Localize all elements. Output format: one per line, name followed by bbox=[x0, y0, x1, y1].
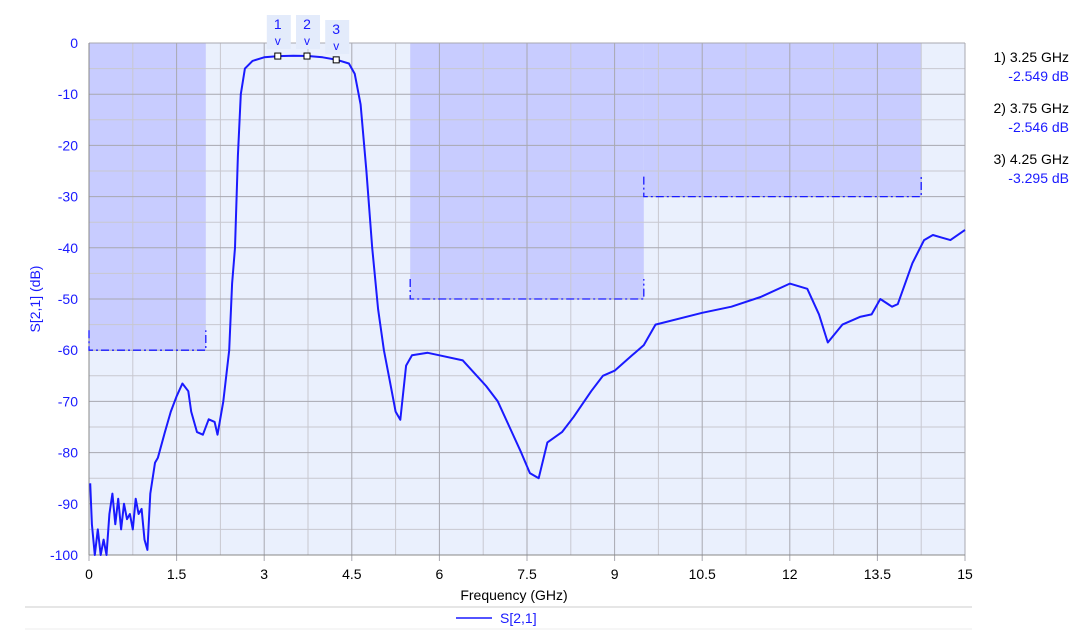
mask-limit-line-1 bbox=[409, 279, 645, 300]
y-tick-label: -90 bbox=[58, 496, 78, 512]
marker-point-2 bbox=[303, 52, 311, 60]
x-tick-label: 6 bbox=[436, 566, 444, 582]
x-tick-label: 9 bbox=[611, 566, 619, 582]
marker-arrow-2: v bbox=[304, 34, 310, 48]
y-tick-label: -60 bbox=[58, 342, 78, 358]
marker-readout-1: 1) 3.25 GHz -2.549 dB bbox=[949, 48, 1069, 86]
x-tick-label: 0 bbox=[85, 566, 93, 582]
x-axis-label: Frequency (GHz) bbox=[460, 587, 567, 603]
marker-flag-1 bbox=[266, 15, 291, 49]
marker-2-freq: 2) 3.75 GHz bbox=[993, 100, 1069, 116]
y-tick-label: -10 bbox=[58, 86, 78, 102]
y-axis-label: S[2,1] (dB) bbox=[27, 266, 43, 333]
x-tick-label: 15 bbox=[957, 566, 973, 582]
mask-limit-line-0 bbox=[88, 330, 207, 351]
y-tick-label: -70 bbox=[58, 393, 78, 409]
x-tick-label: 7.5 bbox=[517, 566, 537, 582]
marker-label-1: 1 bbox=[274, 16, 282, 32]
trace-s21 bbox=[89, 54, 966, 556]
y-tick-label: -100 bbox=[50, 547, 78, 563]
legend-label-s21: S[2,1] bbox=[500, 610, 537, 626]
marker-3-freq: 3) 4.25 GHz bbox=[993, 151, 1069, 167]
marker-arrow-1: v bbox=[275, 34, 281, 48]
marker-readout-2: 2) 3.75 GHz -2.546 dB bbox=[949, 99, 1069, 137]
marker-readout-3: 3) 4.25 GHz -3.295 dB bbox=[949, 150, 1069, 188]
x-tick-label: 12 bbox=[782, 566, 798, 582]
marker-label-3: 3 bbox=[332, 21, 340, 37]
marker-3-value: -3.295 dB bbox=[1008, 170, 1069, 186]
y-tick-label: -20 bbox=[58, 137, 78, 153]
marker-point-3 bbox=[332, 56, 340, 64]
x-tick-label: 3 bbox=[260, 566, 268, 582]
y-tick-label: -40 bbox=[58, 240, 78, 256]
x-tick-label: 4.5 bbox=[342, 566, 362, 582]
y-tick-label: -50 bbox=[58, 291, 78, 307]
marker-1-value: -2.549 dB bbox=[1008, 68, 1069, 84]
marker-point-1 bbox=[274, 52, 282, 60]
marker-flag-2 bbox=[296, 15, 320, 49]
marker-flag-3 bbox=[325, 20, 350, 54]
y-tick-label: -80 bbox=[58, 445, 78, 461]
marker-label-2: 2 bbox=[303, 16, 311, 32]
x-tick-label: 1.5 bbox=[167, 566, 187, 582]
x-tick-label: 13.5 bbox=[864, 566, 891, 582]
mask-limit-line-2 bbox=[643, 176, 922, 198]
marker-2-value: -2.546 dB bbox=[1008, 119, 1069, 135]
marker-arrow-3: v bbox=[333, 39, 339, 53]
y-tick-label: -30 bbox=[58, 189, 78, 205]
y-tick-label: 0 bbox=[70, 35, 78, 51]
marker-1-freq: 1) 3.25 GHz bbox=[993, 49, 1069, 65]
x-tick-label: 10.5 bbox=[689, 566, 716, 582]
